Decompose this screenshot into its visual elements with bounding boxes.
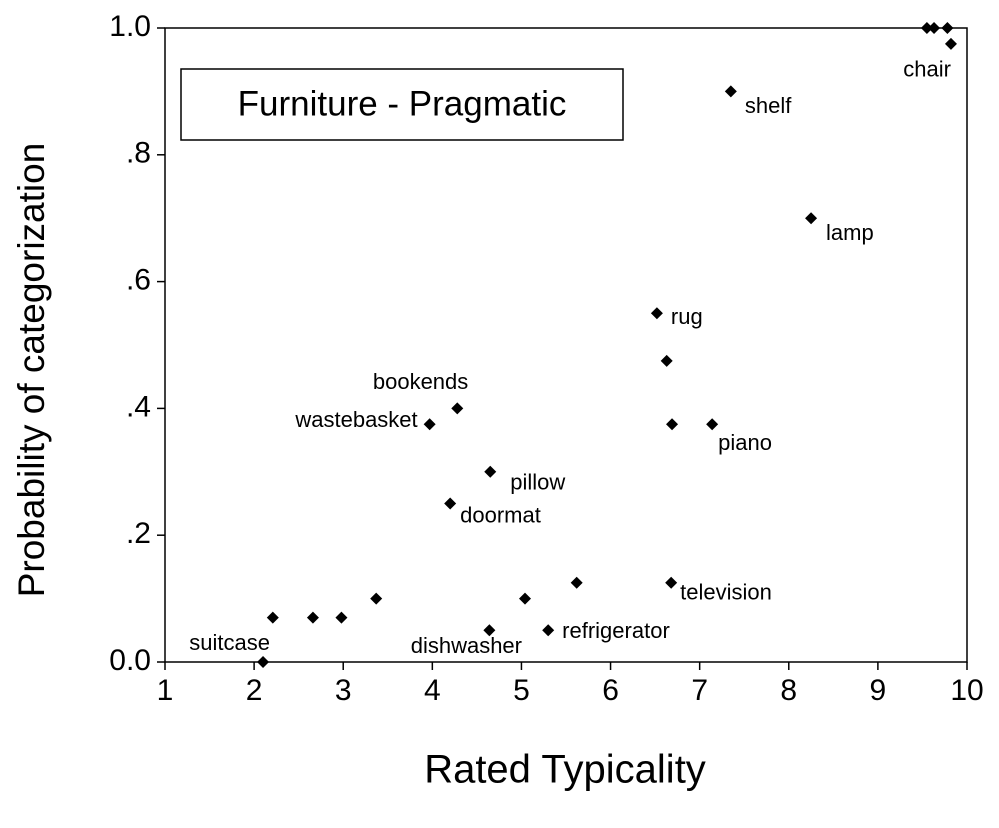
point [660, 354, 673, 367]
y-tick-label: .2 [126, 517, 151, 550]
point-label: chair [903, 57, 951, 82]
x-tick-label: 7 [691, 674, 708, 707]
point [519, 592, 532, 605]
x-tick-label: 5 [513, 674, 530, 707]
point [650, 307, 663, 320]
point-label: bookends [373, 369, 468, 394]
point [570, 576, 583, 589]
point [805, 212, 818, 225]
point [423, 418, 436, 431]
point [444, 497, 457, 510]
x-tick-label: 10 [950, 674, 983, 707]
x-tick-label: 6 [602, 674, 619, 707]
point-label: piano [718, 430, 772, 455]
x-tick-label: 8 [780, 674, 797, 707]
plot-frame [164, 27, 968, 663]
point [665, 576, 678, 589]
point [542, 624, 555, 637]
y-tick-label: .8 [126, 137, 151, 170]
point [484, 465, 497, 478]
point-label: dishwasher [411, 633, 522, 658]
point [920, 22, 933, 34]
point [335, 611, 348, 624]
y-tick-label: 1.0 [109, 10, 151, 43]
chart-title: Furniture - Pragmatic [238, 84, 567, 123]
x-tick-label: 2 [246, 674, 263, 707]
y-tick-label: 0.0 [109, 644, 151, 677]
y-tick-label: .6 [126, 264, 151, 297]
x-axis-label: Rated Typicality [424, 748, 706, 792]
point-label: wastebasket [294, 407, 417, 432]
point [306, 611, 319, 624]
point-label: rug [671, 304, 703, 329]
x-tick-label: 3 [335, 674, 352, 707]
y-tick-label: .4 [126, 390, 151, 423]
point [370, 592, 383, 605]
point-label: doormat [460, 502, 541, 527]
point [483, 624, 496, 637]
point-label: television [680, 580, 772, 605]
point [451, 402, 464, 415]
point [257, 656, 270, 668]
point-label: suitcase [189, 630, 270, 655]
point [666, 418, 679, 431]
point [941, 22, 954, 34]
point-label: pillow [510, 470, 565, 495]
point-label: refrigerator [562, 618, 670, 643]
point [724, 85, 737, 98]
title-box [180, 68, 624, 141]
point [944, 37, 957, 50]
x-tick-label: 4 [424, 674, 441, 707]
point-label: lamp [826, 220, 874, 245]
point-label: shelf [745, 93, 792, 118]
point [928, 22, 941, 34]
x-tick-label: 1 [157, 674, 174, 707]
point [706, 418, 719, 431]
x-tick-label: 9 [870, 674, 887, 707]
point [266, 611, 279, 624]
y-axis-label: Probability of categorization [11, 143, 52, 598]
